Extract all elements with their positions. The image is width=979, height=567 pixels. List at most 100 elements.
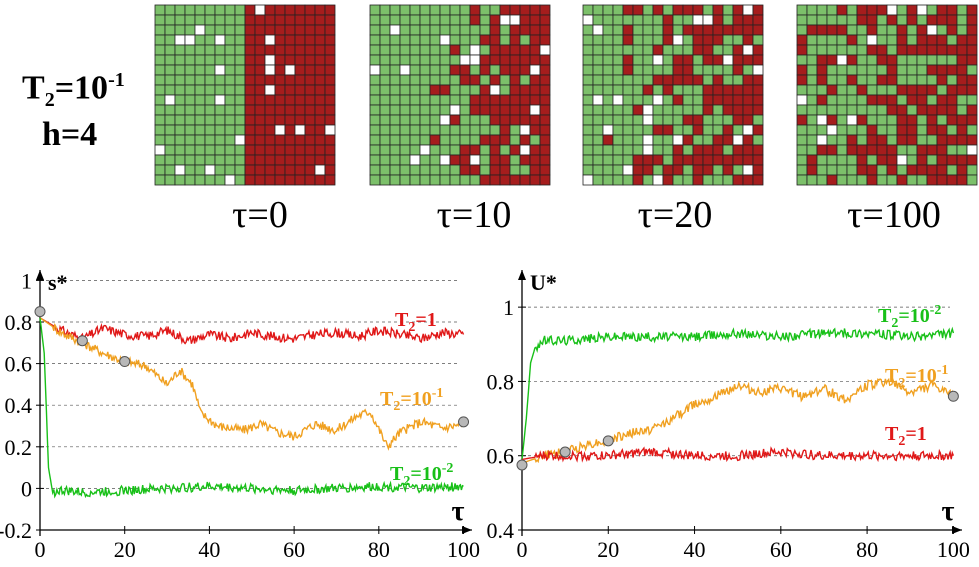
lattice-cell xyxy=(369,14,381,26)
lattice-cell xyxy=(806,24,818,36)
lattice-cell xyxy=(449,84,461,96)
lattice-cell xyxy=(956,124,968,136)
lattice-cell xyxy=(702,104,714,116)
lattice-cell xyxy=(509,174,521,186)
lattice-cell xyxy=(796,64,808,76)
lattice-cell xyxy=(204,84,216,96)
lattice-cell xyxy=(419,144,431,156)
lattice-cell xyxy=(866,4,878,16)
lattice-cell xyxy=(906,144,918,156)
lattice-cell xyxy=(379,54,391,66)
lattice-cell xyxy=(369,144,381,156)
lattice-cell xyxy=(369,124,381,136)
lattice-cell xyxy=(224,34,236,46)
lattice-cell xyxy=(592,174,604,186)
lattice-cell xyxy=(529,34,541,46)
lattice-cell xyxy=(214,104,226,116)
lattice-cell xyxy=(612,64,624,76)
lattice-cell xyxy=(154,4,166,16)
lattice-cell xyxy=(612,144,624,156)
lattice-cell xyxy=(324,54,336,66)
lattice-cell xyxy=(449,134,461,146)
lattice-cell xyxy=(314,64,326,76)
lattice-cell xyxy=(439,14,451,26)
lattice-cell xyxy=(652,124,664,136)
lattice-cell xyxy=(369,64,381,76)
lattice-cell xyxy=(274,144,286,156)
lattice-cell xyxy=(692,44,704,56)
lattice-cell xyxy=(459,114,471,126)
lattice-cell xyxy=(896,44,908,56)
lattice-cell xyxy=(966,34,978,46)
lattice-cell xyxy=(174,174,186,186)
lattice-cell xyxy=(264,144,276,156)
lattice-cell xyxy=(429,4,441,16)
lattice-cell xyxy=(529,144,541,156)
lattice-cell xyxy=(796,54,808,66)
lattice-cell xyxy=(732,164,744,176)
lattice-cell xyxy=(304,124,316,136)
lattice-cell xyxy=(539,44,551,56)
lattice-cell xyxy=(816,164,828,176)
lattice-cell xyxy=(294,64,306,76)
lattice-cell xyxy=(194,34,206,46)
lattice-cell xyxy=(409,74,421,86)
lattice-cell xyxy=(389,44,401,56)
lattice-cell xyxy=(499,54,511,66)
lattice-cell xyxy=(264,24,276,36)
lattice-cell xyxy=(652,44,664,56)
lattice-cell xyxy=(399,24,411,36)
lattice-cell xyxy=(489,24,501,36)
lattice-cell xyxy=(796,24,808,36)
lattice-cell xyxy=(732,84,744,96)
lattice-cell xyxy=(826,144,838,156)
lattice-cell xyxy=(499,174,511,186)
lattice-cell xyxy=(702,94,714,106)
lattice-cell xyxy=(254,164,266,176)
lattice-cell xyxy=(419,104,431,116)
lattice-cell xyxy=(956,74,968,86)
lattice-cell xyxy=(459,124,471,136)
lattice-cell xyxy=(224,144,236,156)
lattice-cell xyxy=(449,154,461,166)
lattice-cell xyxy=(459,44,471,56)
lattice-cell xyxy=(742,124,754,136)
lattice-cell xyxy=(194,174,206,186)
lattice-cell xyxy=(592,84,604,96)
lattice-cell xyxy=(722,104,734,116)
lattice-cell xyxy=(876,4,888,16)
lattice-cell xyxy=(224,164,236,176)
series-label-orange: T2=10-1 xyxy=(380,386,443,414)
lattice-cell xyxy=(194,154,206,166)
lattice-cell xyxy=(194,134,206,146)
lattice-cell xyxy=(622,44,634,56)
lattice-cell xyxy=(602,114,614,126)
lattice-cell xyxy=(866,154,878,166)
lattice-cell xyxy=(389,94,401,106)
lattice-cell xyxy=(702,14,714,26)
lattice-cell xyxy=(816,144,828,156)
lattice-cell xyxy=(612,94,624,106)
lattice-cell xyxy=(489,84,501,96)
lattice-cell xyxy=(324,4,336,16)
lattice-cell xyxy=(622,144,634,156)
lattice-cell xyxy=(672,44,684,56)
lattice-cell xyxy=(966,4,978,16)
lattice-cell xyxy=(489,174,501,186)
lattice-cell xyxy=(722,94,734,106)
lattice-cell xyxy=(469,14,481,26)
lattice-cell xyxy=(244,54,256,66)
lattice-cell xyxy=(234,164,246,176)
lattice-cell xyxy=(314,144,326,156)
lattice-cell xyxy=(602,14,614,26)
lattice-cell xyxy=(692,34,704,46)
lattice-cell xyxy=(926,134,938,146)
lattice-cell xyxy=(254,134,266,146)
lattice-cell xyxy=(896,64,908,76)
lattice-cell xyxy=(846,114,858,126)
lattice-cell xyxy=(204,154,216,166)
lattice-cell xyxy=(529,74,541,86)
lattice-cell xyxy=(274,64,286,76)
lattice-cell xyxy=(876,174,888,186)
lattice-cell xyxy=(662,94,674,106)
